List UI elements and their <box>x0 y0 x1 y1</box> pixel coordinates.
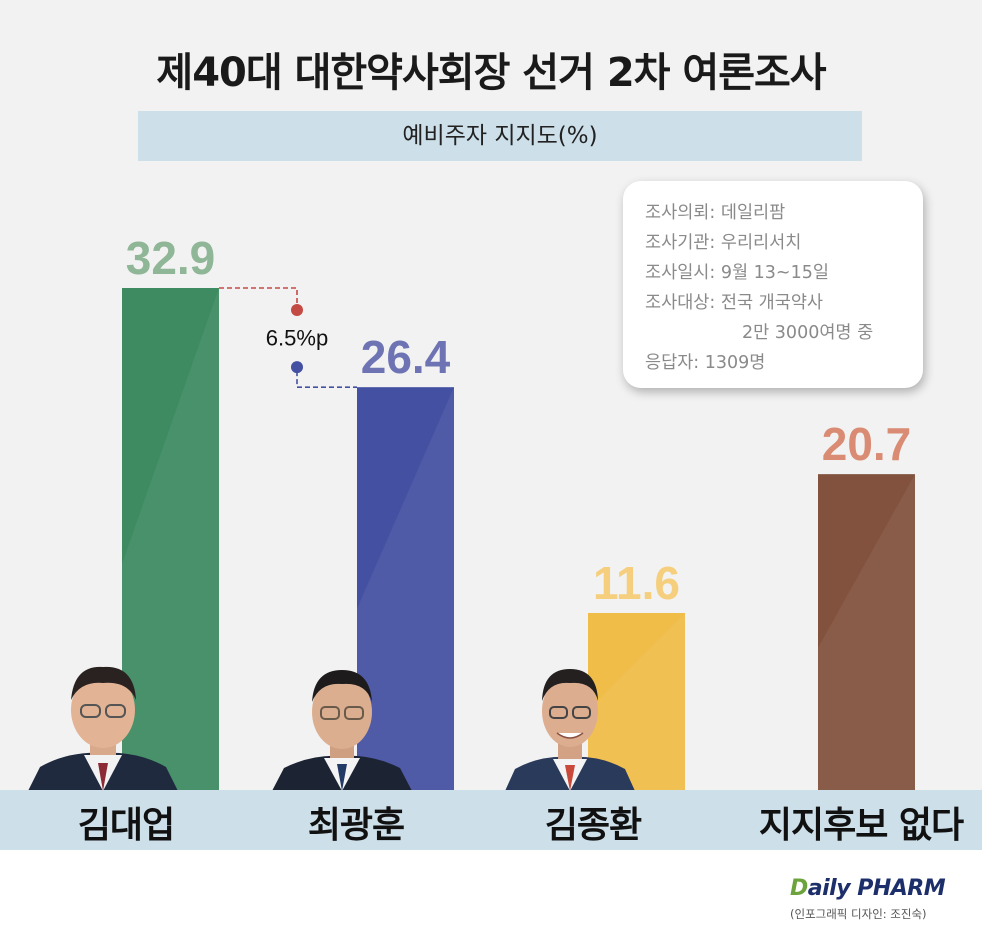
category-label-no-candidate: 지지후보 없다 <box>758 805 964 846</box>
logo-text: aily PHARM <box>807 876 946 901</box>
bar-no-candidate <box>818 474 915 790</box>
gap-line-top <box>219 287 298 306</box>
info-survey-target: 조사대상: 전국 개국약사 <box>645 293 824 313</box>
value-label-no-candidate: 20.7 <box>822 418 912 470</box>
design-credit: (인포그래픽 디자인: 조진숙) <box>790 907 927 921</box>
gap-marker-top <box>291 304 303 316</box>
survey-info-box: 조사의뢰: 데일리팜 조사기관: 우리리서치 조사일시: 9월 13~15일 조… <box>623 181 923 388</box>
info-survey-population: 2만 3000여명 중 <box>742 323 874 343</box>
info-respondents: 응답자: 1309명 <box>645 353 766 373</box>
bar-kim-daeup <box>122 288 219 790</box>
info-survey-date: 조사일시: 9월 13~15일 <box>645 263 829 283</box>
gap-line-bottom <box>296 371 357 388</box>
candidate-name-band <box>0 790 982 850</box>
bar-shading-kim-daeup <box>122 288 219 790</box>
value-label-kim-jonghwan: 11.6 <box>593 557 680 609</box>
value-label-kim-daeup: 32.9 <box>126 232 216 284</box>
chart-subtitle: 예비주자 지지도(%) <box>138 111 862 161</box>
gap-label: 6.5%p <box>266 326 328 351</box>
portrait-kim-daeup <box>28 666 178 791</box>
dailypharm-logo: Daily PHARM <box>790 876 946 901</box>
bar-shading-no-candidate <box>818 474 915 790</box>
portrait-kim-jonghwan <box>505 669 635 791</box>
chart-title: 제40대 대한약사회장 선거 2차 여론조사 <box>156 50 826 96</box>
portrait-choi-gwanghun <box>272 670 412 791</box>
gap-marker-bottom <box>291 361 303 374</box>
category-label-choi-gwanghun: 최광훈 <box>307 805 405 846</box>
category-label-kim-jonghwan: 김종환 <box>544 805 642 846</box>
logo-letter-d: D <box>790 876 808 901</box>
info-survey-agency: 조사기관: 우리리서치 <box>645 233 802 253</box>
info-commissioned-by: 조사의뢰: 데일리팜 <box>645 203 786 223</box>
bar-choi-gwanghun <box>357 387 454 790</box>
bar-shading-choi-gwanghun <box>357 387 454 790</box>
bar-shading-kim-jonghwan <box>588 613 685 790</box>
value-label-choi-gwanghun: 26.4 <box>361 331 451 383</box>
category-label-kim-daeup: 김대업 <box>77 805 175 846</box>
footer-area <box>0 850 982 934</box>
